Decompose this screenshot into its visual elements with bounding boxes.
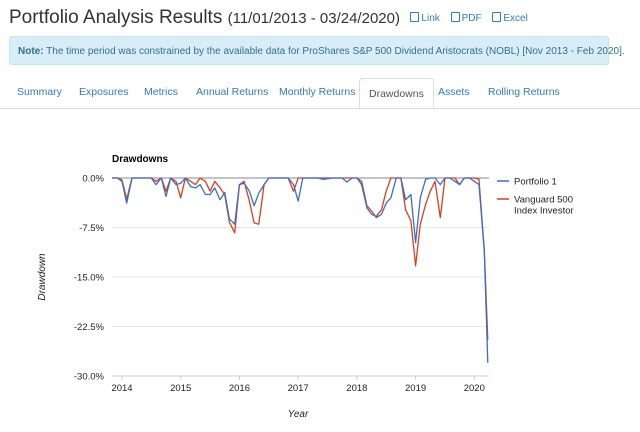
tab-summary[interactable]: Summary (17, 86, 62, 98)
y-tick-label: -30.0% (74, 372, 105, 383)
x-tick-label: 2020 (464, 383, 485, 394)
legend-label: Vanguard 500 Index Investor (514, 195, 574, 217)
page-title: Portfolio Analysis Results (11/01/2013 -… (9, 7, 400, 28)
legend-label: Portfolio 1 (514, 177, 557, 188)
external-link-icon (410, 12, 420, 22)
tab-drawdowns[interactable]: Drawdowns (359, 78, 434, 108)
page-header: Portfolio Analysis Results (11/01/2013 -… (9, 7, 536, 29)
series-lines (112, 177, 489, 363)
result-tabs: Summary Exposures Metrics Annual Returns… (0, 78, 640, 109)
x-tick-label: 2019 (405, 383, 426, 394)
note-text: The time period was constrained by the a… (46, 46, 625, 57)
info-alert: Note: The time period was constrained by… (9, 36, 625, 65)
tab-exposures[interactable]: Exposures (79, 86, 129, 98)
tab-metrics[interactable]: Metrics (144, 86, 178, 98)
y-axis-ticks: 0.0% -7.5% -15.0% -22.5% -30.0% (74, 174, 105, 383)
note-label: Note: (18, 46, 44, 57)
chart-grid (112, 177, 489, 377)
pdf-button[interactable]: PDF (450, 12, 482, 24)
x-axis-ticks: 2014 2015 2016 2017 2018 2019 2020 (111, 376, 485, 394)
excel-file-icon (492, 12, 502, 22)
date-range: (11/01/2013 - 03/24/2020) (227, 10, 400, 27)
x-tick-label: 2018 (346, 383, 367, 394)
pdf-file-icon (450, 12, 460, 22)
drawdowns-chart: Drawdowns 0.0% -7.5% -15.0% -22.5% -30.0% 20… (37, 154, 574, 420)
x-axis-label: Year (288, 409, 309, 420)
x-tick-label: 2015 (170, 383, 191, 394)
y-tick-label: 0.0% (82, 174, 104, 185)
tab-annual-returns[interactable]: Annual Returns (196, 86, 269, 98)
x-tick-label: 2017 (288, 383, 309, 394)
export-links: Link PDF Excel (410, 12, 535, 24)
series-line (112, 177, 489, 363)
y-tick-label: -7.5% (79, 223, 104, 234)
y-tick-label: -15.0% (74, 273, 105, 284)
y-tick-label: -22.5% (74, 322, 105, 333)
tab-assets[interactable]: Assets (438, 86, 470, 98)
x-tick-label: 2016 (229, 383, 250, 394)
chart-legend: Portfolio 1 Vanguard 500 Index Investor (497, 177, 574, 217)
excel-button[interactable]: Excel (492, 12, 528, 24)
y-axis-label: Drawdown (37, 253, 48, 301)
chart-title: Drawdowns (112, 154, 169, 165)
x-tick-label: 2014 (111, 383, 132, 394)
tab-monthly-returns[interactable]: Monthly Returns (279, 86, 356, 98)
series-line (112, 177, 489, 340)
tab-rolling-returns[interactable]: Rolling Returns (488, 86, 560, 98)
link-button[interactable]: Link (410, 12, 440, 24)
